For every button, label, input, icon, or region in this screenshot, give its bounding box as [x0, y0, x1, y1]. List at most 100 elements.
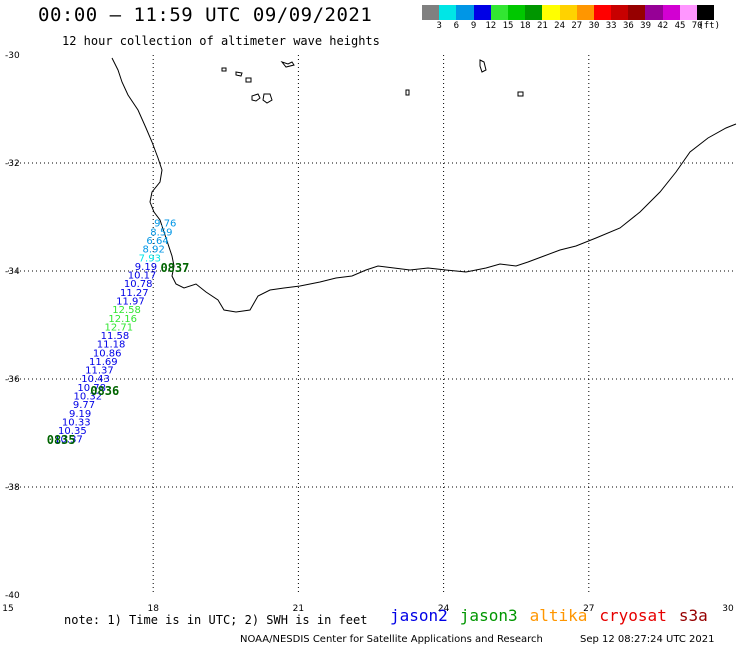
mission-label: altika: [529, 606, 588, 625]
legend-label: 21: [536, 21, 548, 31]
lat-tick-label: -30: [5, 51, 20, 61]
swh-value: 11.27: [120, 288, 149, 299]
swh-value: 11.58: [101, 331, 130, 342]
pass-time-label: 0837: [160, 261, 189, 275]
swh-value: 10.78: [124, 279, 153, 290]
page-subtitle: 12 hour collection of altimeter wave hei…: [62, 34, 380, 48]
legend-label: (ft): [698, 21, 721, 31]
swh-value: 11.18: [97, 340, 126, 351]
swh-value: 9.19: [69, 409, 91, 420]
legend-label: 27: [571, 21, 583, 31]
mission-label: cryosat: [599, 606, 667, 625]
swh-value: 10.35: [58, 426, 87, 437]
legend-swatch: [439, 5, 457, 20]
swh-value: 8.59: [150, 227, 172, 238]
legend-swatch: [679, 5, 697, 20]
swh-value: 12.71: [105, 322, 134, 333]
lat-tick-label: -36: [5, 375, 20, 385]
legend-swatch: [628, 5, 646, 20]
swh-value: 8.92: [143, 245, 165, 256]
lon-tick-label: 24: [438, 604, 450, 614]
island: [251, 93, 261, 102]
footer-note: note: 1) Time is in UTC; 2) SWH is in fe…: [64, 613, 368, 627]
swh-value: 11.97: [116, 296, 145, 307]
legend-swatch: [559, 5, 577, 20]
lon-tick-label: 30: [722, 604, 734, 614]
legend-label: 12: [485, 21, 497, 31]
mission-label: jason2: [390, 606, 448, 625]
swh-value: 11.37: [85, 366, 114, 377]
axis-ticks: -30 -32 -34 -36 -38 -40 15 18 21 24 27 30: [2, 51, 734, 614]
island: [280, 60, 295, 68]
legend-label: 3: [436, 21, 442, 31]
lon-tick-label: 15: [2, 604, 13, 614]
swh-value: 12.58: [112, 305, 141, 316]
pass-time-label: 0836: [90, 384, 119, 398]
swh-value: 9.77: [73, 400, 95, 411]
legend-swatch: [542, 5, 560, 20]
lat-tick-label: -34: [5, 267, 20, 277]
lat-tick-label: -40: [5, 591, 20, 601]
legend-label: 18: [519, 21, 531, 31]
island: [479, 59, 487, 73]
legend-label: 70: [691, 21, 703, 31]
legend-swatch: [473, 5, 491, 20]
legend-label: 33: [605, 21, 617, 31]
islands: [221, 59, 524, 104]
pass-time-label: 0835: [47, 433, 76, 447]
mission-label: jason3: [459, 606, 518, 625]
swh-value: 10.37: [54, 435, 83, 446]
swh-value: 12.16: [108, 314, 137, 325]
legend-labels: 3 6 9 12 15 18 21 24 27 30 33 36 39 42 45 70 (ft): [422, 21, 740, 35]
legend-label: 42: [657, 21, 669, 31]
swh-value: 10.43: [81, 374, 110, 385]
time-labels: 0837 0836 0835: [47, 261, 190, 447]
island: [517, 91, 524, 97]
legend-swatch: [645, 5, 663, 20]
legend-swatch: [593, 5, 612, 20]
legend-swatch: [611, 5, 629, 20]
legend-swatch: [422, 5, 440, 20]
swh-value: 11.69: [89, 357, 118, 368]
mission-label: s3a: [678, 606, 708, 625]
swh-value: 10.32: [74, 392, 103, 403]
swh-value: 7.93: [139, 253, 161, 264]
island: [405, 89, 410, 96]
lon-tick-label: 21: [293, 604, 304, 614]
legend-swatch: [525, 5, 543, 20]
swh-value: 10.33: [62, 417, 91, 428]
legend-label: 39: [640, 21, 652, 31]
legend-label: 36: [622, 21, 634, 31]
legend-label: 24: [554, 21, 566, 31]
legend-swatch: [662, 5, 680, 20]
swh-value: 9.19: [135, 262, 157, 273]
legend-swatch: [490, 5, 508, 20]
island: [235, 71, 243, 77]
legend-label: 6: [453, 21, 460, 31]
swh-value: 10.17: [128, 271, 157, 282]
coastline: [111, 57, 737, 313]
lon-tick-label: 18: [147, 604, 159, 614]
credit-text: NOAA/NESDIS Center for Satellite Applica…: [240, 634, 543, 645]
swh-value: 6.64: [146, 236, 168, 247]
legend-label: 45: [674, 21, 686, 31]
island: [262, 93, 273, 104]
legend-swatch: [456, 5, 474, 20]
swh-points: 9.768.596.648.927.939.1910.1710.7811.271…: [54, 219, 176, 446]
page-title: 00:00 – 11:59 UTC 09/09/2021: [38, 4, 373, 26]
legend-label: 30: [588, 21, 600, 31]
legend-swatch: [507, 5, 526, 20]
timestamp: Sep 12 08:27:24 UTC 2021: [580, 634, 715, 645]
island: [245, 77, 252, 83]
legend-swatch: [576, 5, 594, 20]
lon-tick-label: 27: [583, 604, 594, 614]
legend-label: 15: [502, 21, 514, 31]
lat-tick-label: -32: [5, 159, 20, 169]
legend-swatch: [697, 5, 715, 20]
swh-value: 9.76: [154, 219, 176, 230]
mission-legend: jason2 jason3 altika cryosat s3a: [390, 606, 708, 625]
swh-value: 10.86: [93, 348, 122, 359]
lat-tick-label: -38: [5, 483, 20, 493]
legend-label: 9: [470, 21, 477, 31]
